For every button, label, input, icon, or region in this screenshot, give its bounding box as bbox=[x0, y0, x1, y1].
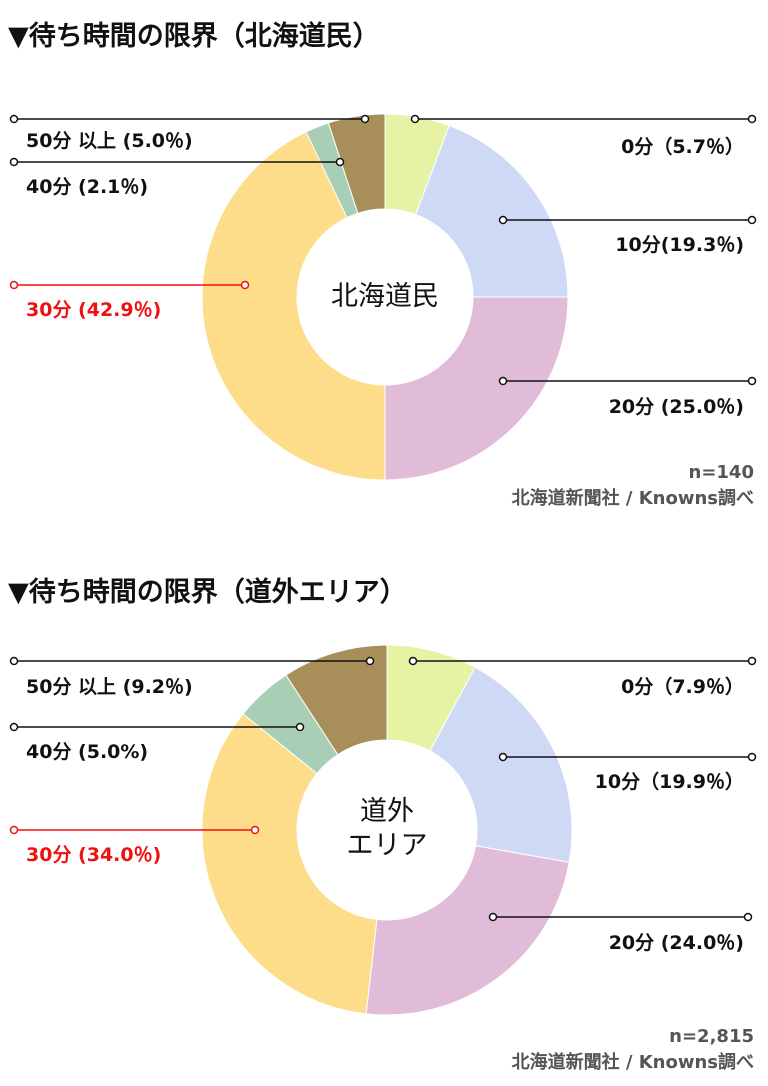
leader-dot bbox=[747, 215, 757, 225]
leader-dot bbox=[747, 656, 757, 666]
leader-dot bbox=[360, 114, 370, 124]
leader-dot bbox=[408, 656, 418, 666]
donut-slice-20分 bbox=[384, 296, 569, 481]
data-label: 50分 以上 (5.0％) bbox=[26, 130, 193, 152]
leader-dot bbox=[9, 114, 19, 124]
data-label: 0分（5.7％） bbox=[621, 136, 744, 158]
sample-size: n=2,815 bbox=[669, 1026, 754, 1047]
donut-slice-10分 bbox=[429, 666, 573, 863]
leader-dot bbox=[498, 376, 508, 386]
source-text: 北海道新聞社 / Knowns調べ bbox=[511, 1052, 754, 1073]
source-hokkaido: n=140 北海道新聞社 / Knowns調べ bbox=[512, 460, 754, 512]
leader-dot bbox=[9, 157, 19, 167]
leader-dot bbox=[747, 114, 757, 124]
leader-dot bbox=[9, 280, 19, 290]
source-text: 北海道新聞社 / Knowns調べ bbox=[511, 488, 754, 509]
leader-dot bbox=[9, 825, 19, 835]
center-label-line2: エリア bbox=[346, 830, 428, 861]
data-label: 0分（7.9％） bbox=[621, 676, 744, 698]
data-label: 50分 以上 (9.2％) bbox=[26, 676, 193, 698]
donut-slice-20分 bbox=[365, 845, 570, 1016]
center-label-line1: 道外 bbox=[360, 796, 414, 827]
leader-dot bbox=[250, 825, 260, 835]
leader-dot bbox=[295, 722, 305, 732]
leader-dot bbox=[743, 912, 753, 922]
donut-slice-30分 bbox=[201, 713, 378, 1015]
data-label: 10分(19.3％) bbox=[615, 234, 744, 256]
leader-dot bbox=[498, 215, 508, 225]
leader-dot bbox=[747, 376, 757, 386]
center-label-outside: 道外 エリア bbox=[307, 795, 467, 863]
data-label: 20分 (24.0％) bbox=[608, 932, 744, 954]
data-label: 30分 (34.0％) bbox=[26, 844, 162, 866]
chart-title-hokkaido: ▼待ち時間の限界（北海道民） bbox=[8, 21, 380, 52]
center-label-hokkaido: 北海道民 bbox=[331, 281, 439, 312]
sample-size: n=140 bbox=[688, 462, 754, 483]
donut-slice-30分 bbox=[201, 131, 386, 481]
leader-dot bbox=[488, 912, 498, 922]
data-label: 40分 (5.0%) bbox=[26, 741, 149, 763]
leader-dot bbox=[747, 752, 757, 762]
data-label: 30分 (42.9％) bbox=[26, 299, 162, 321]
data-label: 40分 (2.1％) bbox=[26, 176, 149, 198]
data-label: 20分 (25.0％) bbox=[608, 396, 744, 418]
donut-slice-10分 bbox=[415, 124, 569, 298]
chart-title-outside: ▼待ち時間の限界（道外エリア） bbox=[8, 577, 407, 608]
leader-dot bbox=[365, 656, 375, 666]
leader-dot bbox=[335, 157, 345, 167]
leader-dot bbox=[498, 752, 508, 762]
leader-dot bbox=[9, 656, 19, 666]
leader-dot bbox=[410, 114, 420, 124]
leader-dot bbox=[9, 722, 19, 732]
source-outside: n=2,815 北海道新聞社 / Knowns調べ bbox=[512, 1024, 754, 1076]
leader-dot bbox=[240, 280, 250, 290]
data-label: 10分（19.9％） bbox=[594, 771, 744, 793]
